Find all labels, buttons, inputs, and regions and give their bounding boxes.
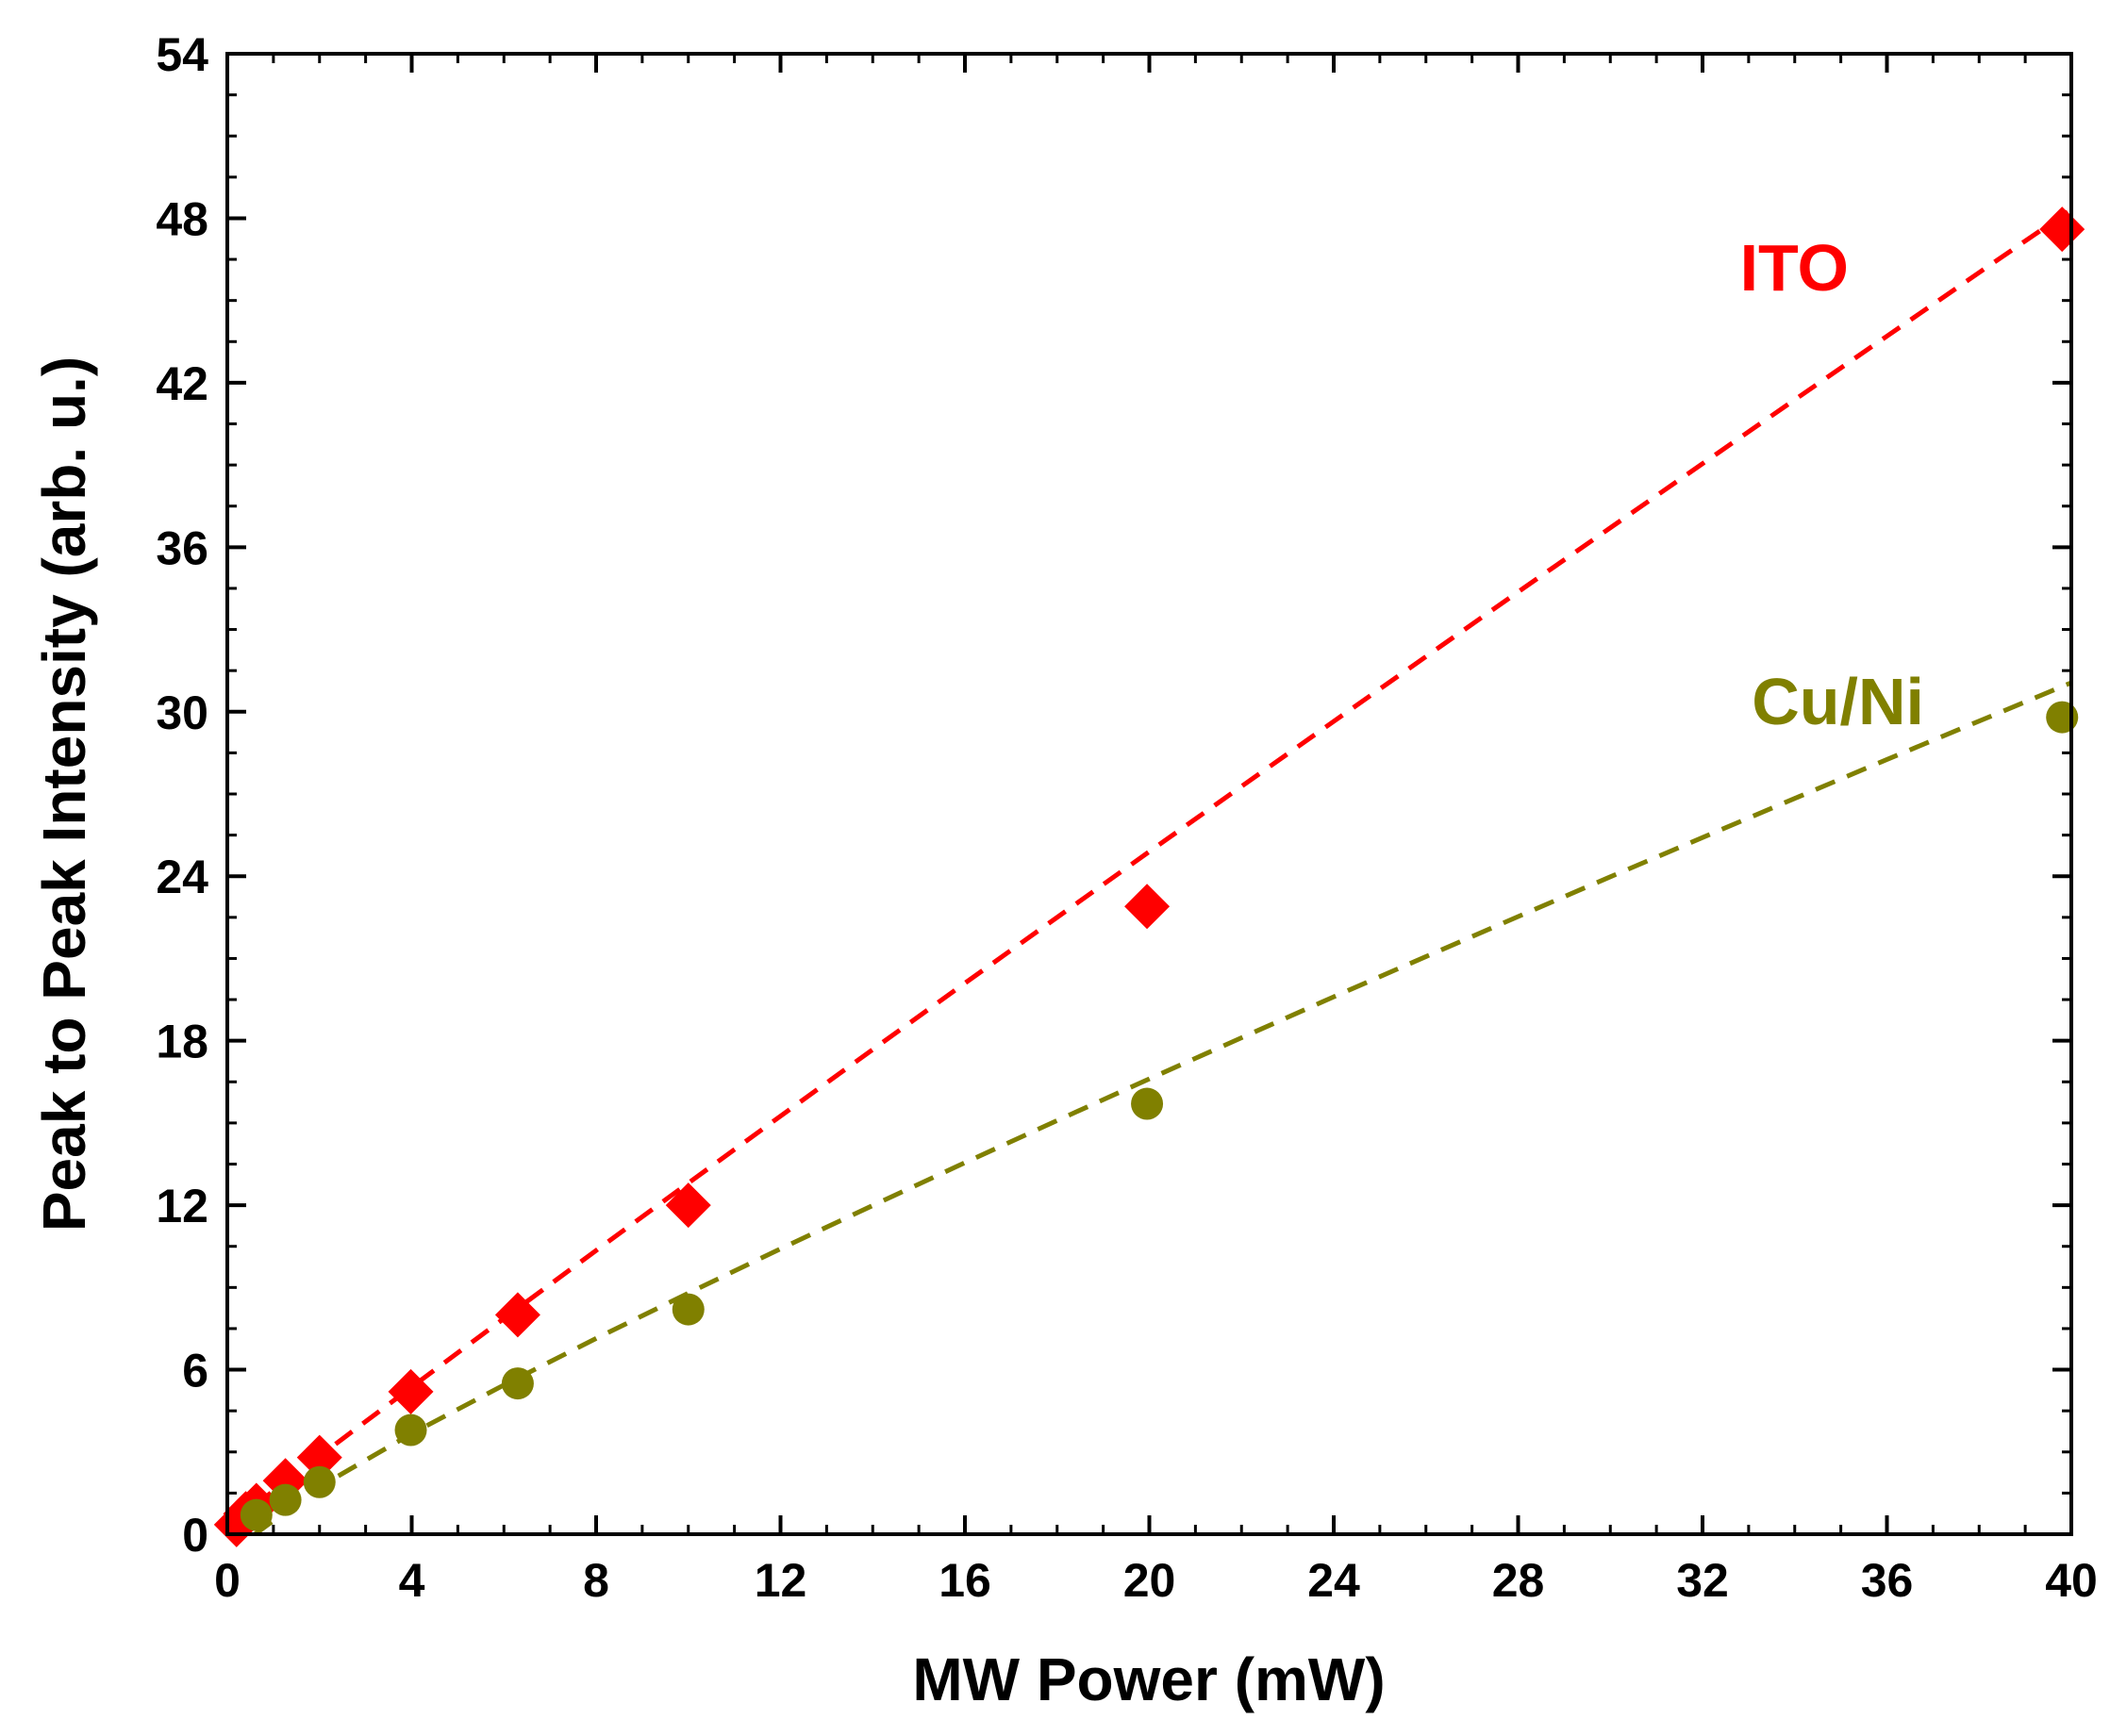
data-point-cu-ni bbox=[2046, 701, 2079, 734]
y-tick-label: 36 bbox=[156, 521, 208, 574]
plot-frame bbox=[225, 52, 2073, 1536]
data-point-ito bbox=[1124, 884, 1171, 930]
data-point-ito bbox=[494, 1292, 540, 1338]
x-tick-label: 12 bbox=[755, 1554, 807, 1607]
x-tick-label: 28 bbox=[1492, 1554, 1545, 1607]
x-tick-label: 20 bbox=[1123, 1554, 1176, 1607]
data-point-ito bbox=[388, 1368, 434, 1414]
y-axis-title: Peak to Peak Intensity (arb. u.) bbox=[30, 356, 98, 1232]
y-tick-label: 24 bbox=[156, 851, 208, 903]
x-tick-label: 32 bbox=[1676, 1554, 1729, 1607]
data-point-cu-ni bbox=[501, 1367, 534, 1400]
data-point-cu-ni bbox=[303, 1465, 336, 1498]
data-point-cu-ni bbox=[394, 1414, 427, 1447]
y-tick-label: 0 bbox=[182, 1509, 208, 1562]
data-point-cu-ni bbox=[269, 1483, 302, 1516]
x-axis-title: MW Power (mW) bbox=[912, 1645, 1385, 1713]
data-point-cu-ni bbox=[240, 1498, 273, 1531]
x-tick-labels: 0 4 8 12 16 20 24 28 32 36 40 bbox=[214, 1554, 2098, 1607]
y-tick-label: 54 bbox=[156, 28, 208, 81]
y-tick-label: 6 bbox=[182, 1345, 208, 1397]
fit-line-ito bbox=[225, 207, 2073, 1529]
series-label-ito: ITO bbox=[1740, 231, 1849, 305]
x-tick-label: 24 bbox=[1307, 1554, 1360, 1607]
y-tick-label: 30 bbox=[156, 686, 208, 739]
data-point-cu-ni bbox=[672, 1293, 705, 1326]
data-point-ito bbox=[296, 1434, 342, 1480]
x-tick-label: 36 bbox=[1861, 1554, 1914, 1607]
data-point-ito bbox=[665, 1182, 711, 1229]
x-tick-label: 40 bbox=[2045, 1554, 2098, 1607]
y-tick-label: 48 bbox=[156, 192, 208, 245]
x-tick-label: 0 bbox=[214, 1554, 241, 1607]
y-tick-label: 18 bbox=[156, 1016, 208, 1068]
x-tick-label: 16 bbox=[939, 1554, 991, 1607]
y-tick-label: 42 bbox=[156, 357, 208, 410]
data-point-cu-ni bbox=[1131, 1087, 1164, 1120]
series-label-cu-ni: Cu/Ni bbox=[1752, 665, 1924, 738]
y-tick-label: 12 bbox=[156, 1180, 208, 1232]
data-point-ito bbox=[2039, 207, 2085, 253]
y-tick-labels: 0 6 12 18 24 30 36 42 48 54 bbox=[156, 28, 208, 1562]
fit-line-cu-ni bbox=[253, 680, 2072, 1537]
fit-lines bbox=[225, 207, 2073, 1537]
x-tick-label: 4 bbox=[399, 1554, 425, 1607]
x-tick-label: 8 bbox=[583, 1554, 609, 1607]
